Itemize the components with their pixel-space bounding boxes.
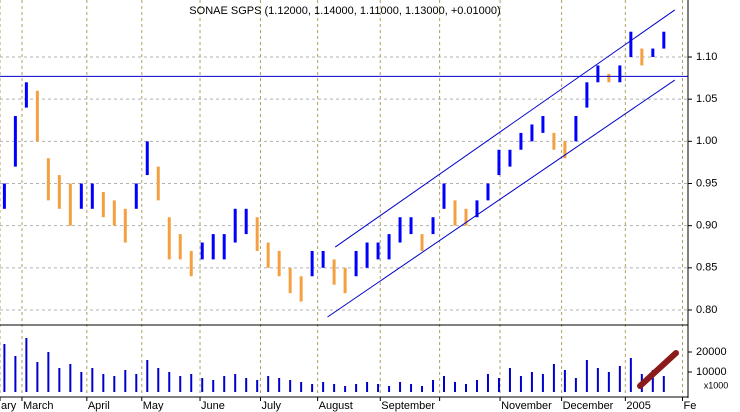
y-tick-label: 1.00 bbox=[696, 135, 717, 147]
x-tick-label: 2005 bbox=[626, 400, 650, 412]
x-tick-label: December bbox=[563, 400, 614, 412]
marks bbox=[0, 9, 688, 392]
volume-unit: x1000 bbox=[704, 380, 729, 390]
x-tick-label: August bbox=[319, 400, 353, 412]
x-tick-label: March bbox=[23, 400, 54, 412]
volume-trend-marker bbox=[637, 350, 679, 389]
x-tick-label: Fe bbox=[684, 400, 697, 412]
y-tick-label: 0.80 bbox=[696, 304, 717, 316]
volume-y-tick-label: 10000 bbox=[696, 366, 727, 378]
trend-line bbox=[327, 79, 676, 318]
y-tick-label: 1.05 bbox=[696, 93, 717, 105]
x-tick-label: July bbox=[261, 400, 281, 412]
trend-line bbox=[334, 9, 676, 248]
y-tick-label: 1.10 bbox=[696, 51, 717, 63]
y-tick-label: 0.85 bbox=[696, 262, 717, 274]
y-tick-label: 0.95 bbox=[696, 177, 717, 189]
x-tick-label: ary bbox=[1, 400, 17, 412]
x-tick-label: April bbox=[88, 400, 110, 412]
chart-title: SONAE SGPS (1.12000, 1.14000, 1.11000, 1… bbox=[189, 5, 500, 17]
y-tick-label: 0.90 bbox=[696, 220, 717, 232]
x-tick-label: November bbox=[501, 400, 552, 412]
x-tick-label: May bbox=[143, 400, 164, 412]
x-tick-label: September bbox=[381, 400, 435, 412]
volume-y-tick-label: 20000 bbox=[696, 346, 727, 358]
x-tick-label: June bbox=[201, 400, 225, 412]
